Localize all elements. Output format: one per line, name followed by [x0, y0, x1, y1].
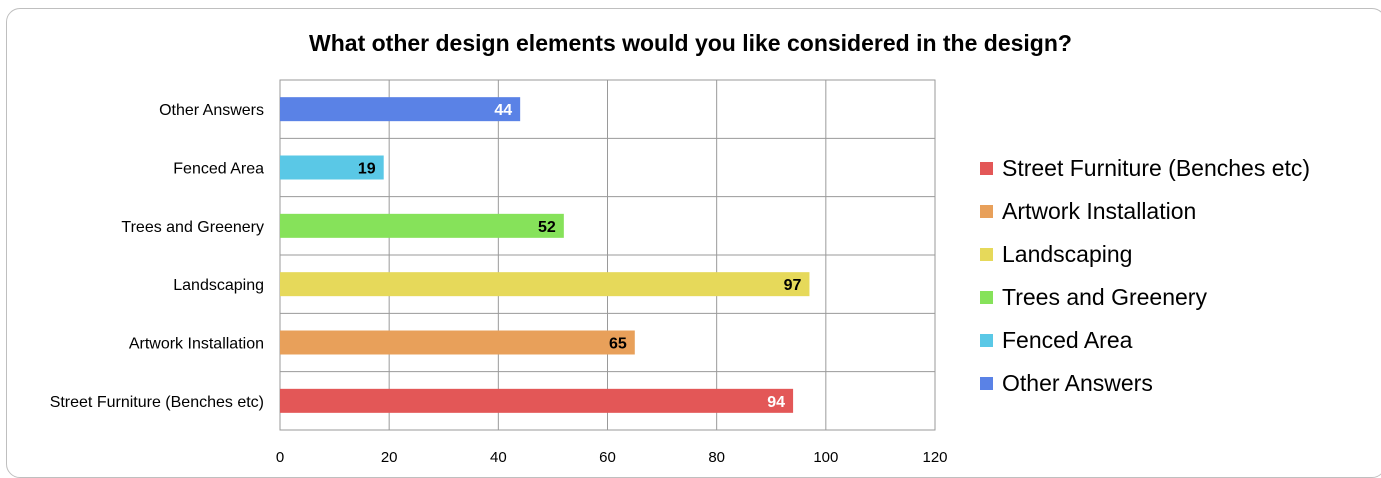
bar	[280, 330, 635, 355]
bar-value-label: 65	[609, 336, 627, 353]
legend-label: Fenced Area	[1002, 327, 1133, 353]
bar	[280, 97, 521, 122]
legend-swatch	[980, 377, 993, 390]
x-tick-label: 40	[490, 449, 507, 466]
legend-label: Landscaping	[1002, 241, 1133, 267]
bar-value-label: 19	[358, 161, 376, 178]
y-tick-label: Other Answers	[159, 102, 264, 119]
chart-title: What other design elements would you lik…	[309, 30, 1072, 56]
legend-item: Fenced Area	[980, 319, 1310, 362]
x-tick-label: 80	[708, 449, 725, 466]
legend-item: Landscaping	[980, 233, 1310, 276]
y-tick-label: Artwork Installation	[129, 336, 264, 353]
bar	[280, 213, 564, 238]
legend-item: Artwork Installation	[980, 190, 1310, 233]
legend-swatch	[980, 334, 993, 347]
x-tick-label: 120	[922, 449, 947, 466]
legend-label: Street Furniture (Benches etc)	[1002, 155, 1311, 181]
legend-item: Trees and Greenery	[980, 276, 1310, 319]
y-tick-label: Fenced Area	[173, 161, 264, 178]
legend-item: Street Furniture (Benches etc)	[980, 147, 1310, 190]
y-tick-label: Trees and Greenery	[121, 219, 264, 236]
bar-value-label: 52	[538, 219, 556, 236]
legend-swatch	[980, 248, 993, 261]
bar-value-label: 97	[784, 277, 802, 294]
chart-legend: Street Furniture (Benches etc) Artwork In…	[980, 147, 1310, 405]
legend-label: Artwork Installation	[1002, 198, 1197, 224]
bar	[280, 155, 384, 180]
x-tick-label: 100	[813, 449, 838, 466]
bar-value-label: 94	[767, 394, 785, 411]
legend-swatch	[980, 291, 993, 304]
legend-item: Other Answers	[980, 362, 1310, 405]
bar	[280, 388, 794, 413]
legend-label: Other Answers	[1002, 370, 1153, 396]
bar	[280, 272, 810, 297]
x-tick-label: 60	[599, 449, 616, 466]
x-tick-label: 20	[381, 449, 398, 466]
y-tick-label: Street Furniture (Benches etc)	[50, 394, 264, 411]
x-tick-label: 0	[276, 449, 284, 466]
legend-swatch	[980, 205, 993, 218]
bar-value-label: 44	[494, 102, 512, 119]
y-tick-label: Landscaping	[173, 277, 264, 294]
legend-label: Trees and Greenery	[1002, 284, 1207, 310]
legend-swatch	[980, 162, 993, 175]
